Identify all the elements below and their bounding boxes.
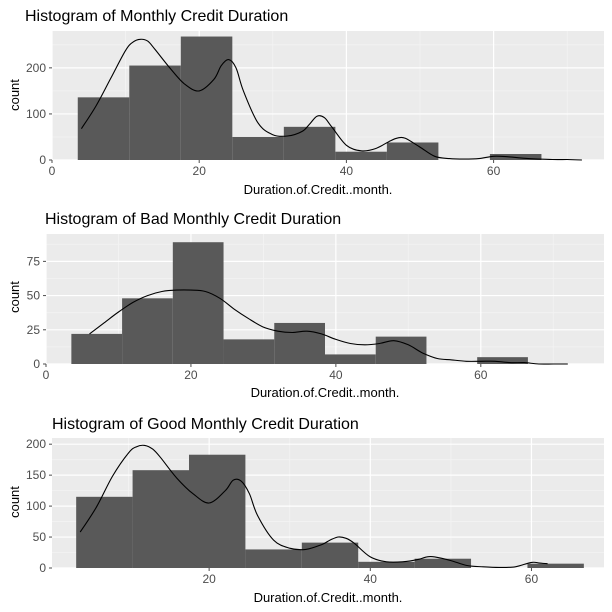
y-tick-label: 50 (27, 289, 41, 303)
x-tick-label: 0 (43, 368, 50, 382)
y-tick-label: 0 (33, 357, 40, 371)
x-axis-title: Duration.of.Credit..month. (254, 590, 403, 605)
histogram-bar (274, 322, 325, 364)
y-tick-label: 75 (27, 254, 41, 268)
histogram-bar (301, 542, 359, 568)
histogram-bar (223, 339, 275, 364)
histogram-bar (132, 470, 189, 568)
histogram-bar (477, 357, 528, 364)
histogram-bar (358, 561, 415, 568)
histogram-bar (335, 151, 387, 160)
x-tick-label: 20 (193, 164, 207, 178)
y-tick-label: 200 (26, 437, 46, 451)
histogram-bar (122, 298, 173, 364)
histogram-bar (527, 563, 584, 568)
x-tick-label: 40 (364, 572, 378, 586)
panel-monthly-credit-duration: Histogram of Monthly Credit Duration Dur… (7, 8, 604, 197)
y-tick-label: 200 (26, 61, 46, 75)
y-axis-title: count (7, 281, 22, 313)
histogram-bar (232, 136, 284, 160)
panel-bad-monthly-credit-duration: Histogram of Bad Monthly Credit Duration… (7, 211, 604, 400)
y-tick-label: 0 (39, 561, 46, 575)
histogram-bar (188, 454, 246, 568)
x-tick-label: 60 (525, 572, 539, 586)
axes: 0 20 40 60 0 25 50 75 (27, 254, 488, 382)
y-tick-label: 50 (33, 530, 47, 544)
x-tick-label: 60 (474, 368, 488, 382)
axes: 0 20 40 60 0 100 200 (26, 61, 501, 178)
y-axis-title: count (7, 79, 22, 111)
chart-title: Histogram of Bad Monthly Credit Duration (45, 211, 341, 228)
density-curve (89, 289, 568, 365)
histogram-bar (386, 142, 439, 160)
histogram-bar (76, 496, 133, 568)
histogram-bar (180, 36, 233, 160)
x-tick-label: 20 (184, 368, 198, 382)
chart-title: Histogram of Monthly Credit Duration (25, 8, 288, 25)
x-tick-label: 40 (340, 164, 354, 178)
y-tick-label: 150 (26, 468, 46, 482)
y-axis-title: count (7, 486, 22, 518)
histogram-bar (414, 558, 472, 568)
x-tick-label: 60 (487, 164, 501, 178)
axes: 20 40 60 0 50 100 150 200 (26, 437, 538, 586)
histogram-bar (77, 97, 130, 160)
histogram-bar (71, 333, 123, 364)
histogram-bar (245, 549, 302, 568)
histogram-bar (325, 354, 376, 364)
histogram-bar (283, 126, 336, 160)
histogram-bars (77, 36, 542, 160)
y-tick-label: 100 (26, 107, 46, 121)
histogram-bar (172, 242, 224, 364)
x-axis-title: Duration.of.Credit..month. (251, 385, 400, 400)
y-tick-label: 0 (39, 153, 46, 167)
density-curve (79, 444, 548, 568)
histogram-bars (71, 242, 528, 364)
density-curve (80, 38, 582, 161)
x-tick-label: 40 (329, 368, 343, 382)
x-tick-label: 20 (202, 572, 216, 586)
y-tick-label: 25 (27, 323, 41, 337)
histogram-bars (76, 454, 584, 568)
y-tick-label: 100 (26, 499, 46, 513)
histogram-bar (129, 65, 181, 160)
panel-good-monthly-credit-duration: Histogram of Good Monthly Credit Duratio… (7, 416, 604, 605)
x-tick-label: 0 (49, 164, 56, 178)
x-axis-title: Duration.of.Credit..month. (244, 182, 393, 197)
chart-title: Histogram of Good Monthly Credit Duratio… (52, 416, 359, 433)
